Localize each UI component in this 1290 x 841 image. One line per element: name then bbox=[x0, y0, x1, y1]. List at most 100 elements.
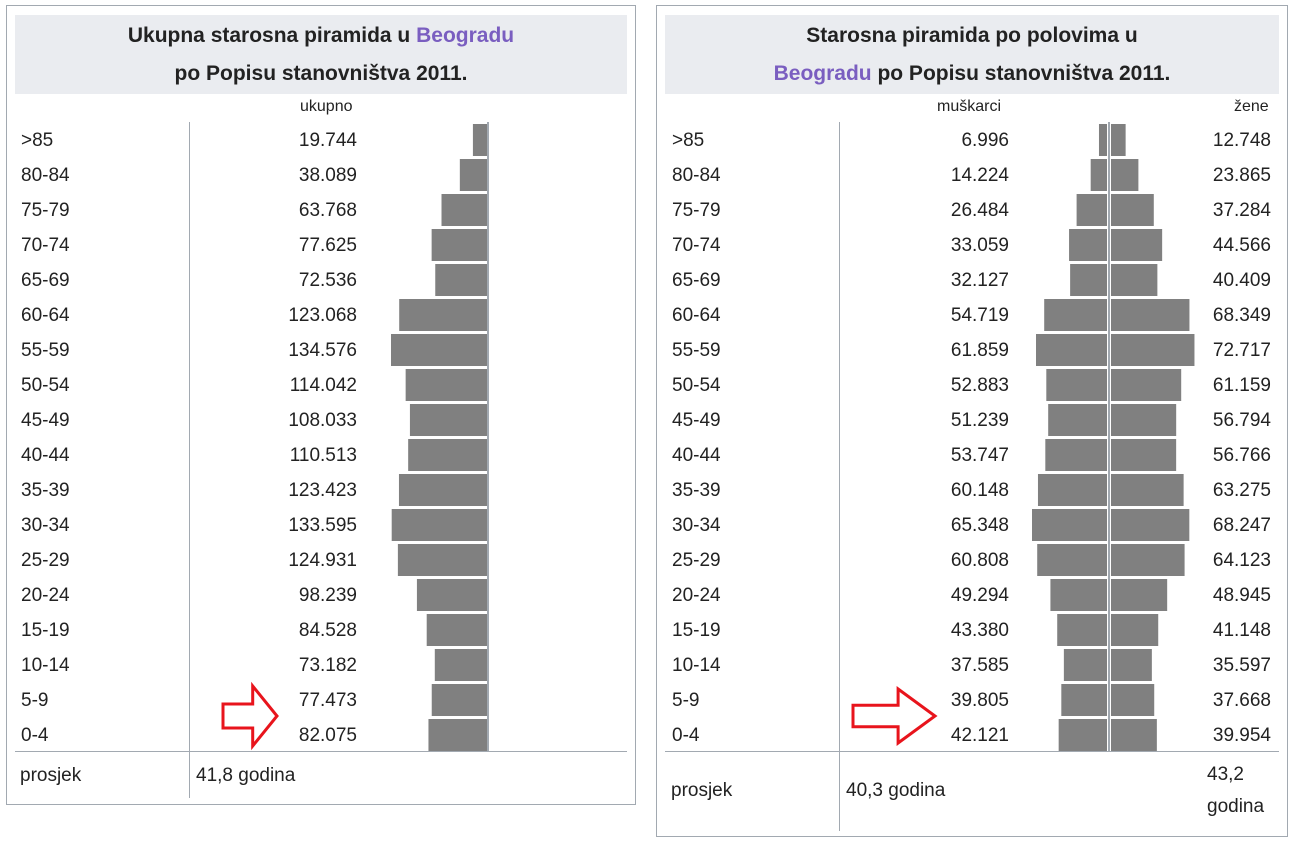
total-bar bbox=[397, 544, 487, 576]
total-value-label: 72.536 bbox=[298, 270, 357, 291]
age-group-label: 5-9 bbox=[21, 690, 49, 711]
age-group-label: 30-34 bbox=[21, 515, 70, 536]
age-group-label: 15-19 bbox=[672, 620, 721, 641]
age-group-label: 50-54 bbox=[672, 375, 721, 396]
total-value-label: 123.068 bbox=[288, 305, 357, 326]
female-bar bbox=[1111, 544, 1185, 576]
total-bar bbox=[459, 159, 487, 191]
total-value-label: 123.423 bbox=[288, 480, 357, 501]
title-text: Ukupna starosna piramida u bbox=[127, 24, 417, 47]
age-group-label: 70-74 bbox=[672, 235, 721, 256]
female-value-label: 37.668 bbox=[1212, 690, 1271, 711]
total-pyramid-panel: Ukupna starosna piramida u Beogradu po P… bbox=[6, 5, 636, 805]
beograd-link[interactable]: Beogradu bbox=[416, 24, 515, 47]
female-value-label: 44.566 bbox=[1212, 235, 1271, 256]
female-value-label: 63.275 bbox=[1212, 480, 1271, 501]
age-group-label: 70-74 bbox=[21, 235, 70, 256]
average-value: 41,8 godina bbox=[196, 765, 296, 786]
red-arrow-annotation bbox=[221, 681, 279, 751]
male-bar bbox=[1044, 299, 1107, 331]
total-bar bbox=[408, 439, 487, 471]
age-group-label: 0-4 bbox=[672, 725, 700, 746]
age-group-label: 40-44 bbox=[21, 445, 70, 466]
total-value-label: 63.768 bbox=[298, 200, 357, 221]
total-value-label: 114.042 bbox=[289, 375, 357, 396]
female-value-label: 41.148 bbox=[1212, 620, 1271, 641]
gender-bar-chart bbox=[851, 122, 1195, 751]
male-bar bbox=[1063, 649, 1107, 681]
female-bar bbox=[1111, 229, 1163, 261]
total-bar bbox=[435, 264, 487, 296]
female-value-label: 12.748 bbox=[1212, 130, 1271, 151]
total-value-label: 38.089 bbox=[298, 165, 357, 186]
female-value-label: 40.409 bbox=[1212, 270, 1271, 291]
age-group-label: 45-49 bbox=[21, 410, 70, 431]
total-pyramid-title: Ukupna starosna piramida u Beogradu po P… bbox=[15, 15, 627, 94]
total-bar bbox=[441, 194, 487, 226]
female-value-label: 56.766 bbox=[1212, 445, 1271, 466]
age-group-label: 35-39 bbox=[21, 480, 70, 501]
gender-pyramid-title: Starosna piramida po polovima u Beogradu… bbox=[665, 15, 1279, 94]
age-group-label: 80-84 bbox=[21, 165, 70, 186]
female-value-label: 64.123 bbox=[1212, 550, 1271, 571]
age-group-label: >85 bbox=[672, 130, 705, 151]
female-bar bbox=[1111, 369, 1182, 401]
male-value-label: 60.148 bbox=[950, 480, 1009, 501]
male-bar bbox=[1050, 579, 1107, 611]
male-value-label: 32.127 bbox=[950, 270, 1009, 291]
age-group-label: 80-84 bbox=[672, 165, 721, 186]
title-text: Starosna piramida po polovima u bbox=[806, 24, 1138, 47]
total-value-label: 19.744 bbox=[298, 130, 357, 151]
age-group-label: 20-24 bbox=[21, 585, 70, 606]
age-group-label: 30-34 bbox=[672, 515, 721, 536]
total-bar bbox=[472, 124, 487, 156]
male-value-label: 37.585 bbox=[950, 655, 1009, 676]
total-bar bbox=[398, 474, 487, 506]
age-group-label: 55-59 bbox=[672, 340, 721, 361]
female-bar bbox=[1111, 719, 1157, 751]
age-group-label: 10-14 bbox=[21, 655, 70, 676]
total-bar bbox=[431, 229, 487, 261]
age-group-label: >85 bbox=[21, 130, 54, 151]
female-bar bbox=[1111, 614, 1159, 646]
gender-pyramid-panel: Starosna piramida po polovima u Beogradu… bbox=[656, 5, 1288, 837]
total-value-label: 82.075 bbox=[298, 725, 357, 746]
female-bar bbox=[1111, 334, 1195, 366]
male-bar bbox=[1069, 229, 1107, 261]
male-bar bbox=[1036, 334, 1107, 366]
total-value-label: 84.528 bbox=[298, 620, 357, 641]
total-value-label: 124.931 bbox=[288, 550, 357, 571]
total-bar bbox=[434, 649, 487, 681]
title-text-line2: po Popisu stanovništva 2011. bbox=[174, 62, 468, 85]
female-bar bbox=[1111, 684, 1155, 716]
male-value-label: 43.380 bbox=[950, 620, 1009, 641]
row-divider bbox=[665, 751, 1279, 752]
female-bar bbox=[1111, 264, 1158, 296]
male-bar bbox=[1032, 509, 1107, 541]
male-value-label: 6.996 bbox=[961, 130, 1009, 151]
total-bar bbox=[431, 684, 487, 716]
age-group-label: 25-29 bbox=[672, 550, 721, 571]
male-bar bbox=[1046, 369, 1107, 401]
female-bar bbox=[1111, 439, 1177, 471]
male-value-label: 33.059 bbox=[950, 235, 1009, 256]
age-group-label: 75-79 bbox=[672, 200, 721, 221]
age-group-label: 15-19 bbox=[21, 620, 70, 641]
age-group-label: 45-49 bbox=[672, 410, 721, 431]
male-bar bbox=[1057, 614, 1107, 646]
age-group-label: 50-54 bbox=[21, 375, 70, 396]
total-value-label: 98.239 bbox=[298, 585, 357, 606]
average-male-value: 40,3 godina bbox=[846, 780, 946, 801]
beograd-link[interactable]: Beogradu bbox=[773, 62, 872, 85]
total-bar bbox=[405, 369, 487, 401]
male-bar bbox=[1098, 124, 1107, 156]
male-value-label: 52.883 bbox=[950, 375, 1009, 396]
total-bar bbox=[391, 334, 487, 366]
female-bar bbox=[1111, 404, 1177, 436]
average-female-value-1: 43,2 bbox=[1207, 764, 1244, 785]
female-value-label: 35.597 bbox=[1212, 655, 1271, 676]
age-group-label: 60-64 bbox=[672, 305, 721, 326]
row-divider bbox=[15, 751, 627, 752]
age-group-label: 20-24 bbox=[672, 585, 721, 606]
age-group-label: 65-69 bbox=[21, 270, 70, 291]
